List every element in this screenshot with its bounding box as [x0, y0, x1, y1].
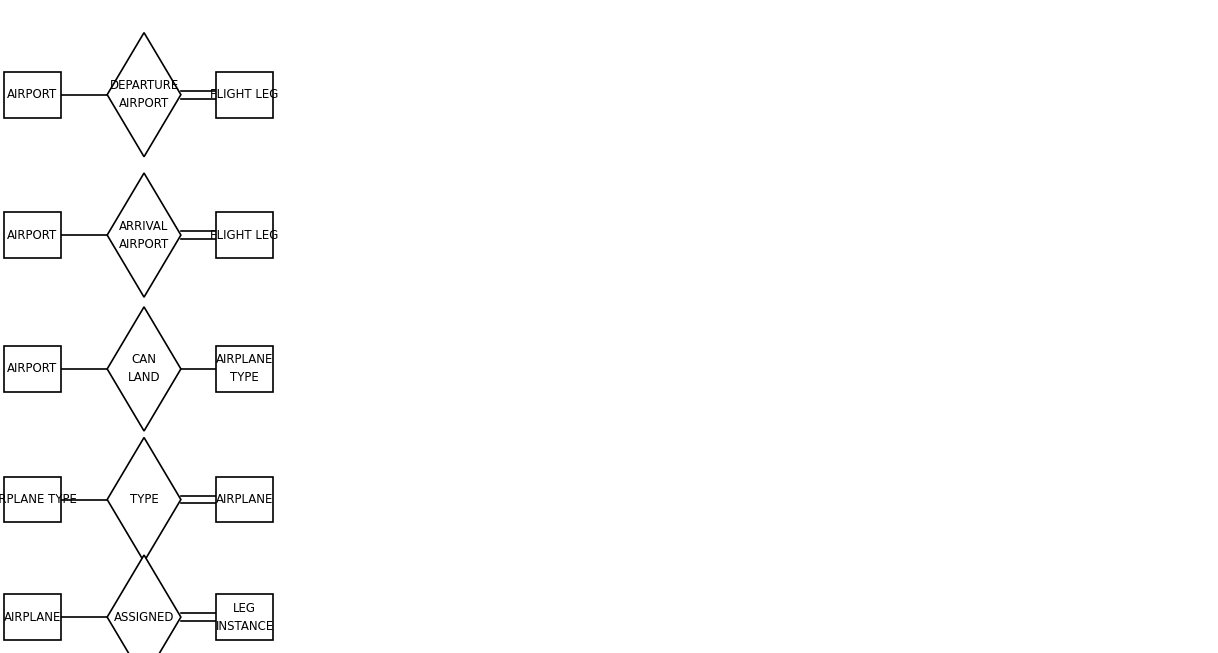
Polygon shape [107, 307, 181, 431]
Bar [216, 72, 273, 118]
Bar [216, 477, 273, 522]
Polygon shape [107, 173, 181, 297]
Text: AIRPORT: AIRPORT [7, 362, 57, 375]
Bar [216, 594, 273, 640]
Text: FLIGHT LEG: FLIGHT LEG [211, 88, 279, 101]
Text: CAN
LAND: CAN LAND [128, 353, 161, 385]
Polygon shape [107, 33, 181, 157]
Polygon shape [107, 438, 181, 562]
Bar [4, 477, 61, 522]
Bar [4, 346, 61, 392]
Text: AIRPLANE
TYPE: AIRPLANE TYPE [216, 353, 273, 385]
Bar [216, 212, 273, 258]
Polygon shape [107, 555, 181, 653]
Bar [4, 594, 61, 640]
Text: AIRPLANE: AIRPLANE [4, 611, 61, 624]
Text: AIRPLANE TYPE: AIRPLANE TYPE [0, 493, 77, 506]
Text: FLIGHT LEG: FLIGHT LEG [211, 229, 279, 242]
Text: ARRIVAL
AIRPORT: ARRIVAL AIRPORT [119, 219, 169, 251]
Text: AIRPLANE: AIRPLANE [216, 493, 273, 506]
Bar [4, 212, 61, 258]
Text: ASSIGNED: ASSIGNED [113, 611, 174, 624]
Text: DEPARTURE
AIRPORT: DEPARTURE AIRPORT [110, 79, 179, 110]
Text: LEG
INSTANCE: LEG INSTANCE [216, 601, 274, 633]
Bar [216, 346, 273, 392]
Text: AIRPORT: AIRPORT [7, 88, 57, 101]
Text: TYPE: TYPE [129, 493, 158, 506]
Bar [4, 72, 61, 118]
Text: AIRPORT: AIRPORT [7, 229, 57, 242]
